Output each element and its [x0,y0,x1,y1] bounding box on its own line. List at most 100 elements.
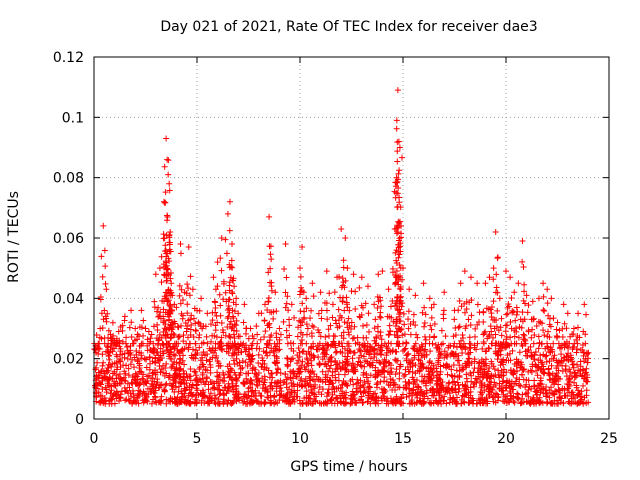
data-point [157,309,164,316]
data-point [499,359,506,366]
data-point [188,354,195,361]
data-point [322,333,329,340]
data-point [139,340,146,347]
data-point [318,315,325,322]
data-point [520,297,527,304]
data-point [394,178,401,185]
data-point [544,340,551,347]
data-point [418,373,425,380]
data-point [371,397,378,404]
data-point [421,320,428,327]
data-point [134,373,141,380]
data-point [495,327,502,334]
data-point [275,366,282,373]
data-point [398,399,405,406]
data-point [513,375,520,382]
data-point [166,372,173,379]
data-point [396,294,403,301]
data-point [396,384,403,391]
data-point [230,327,237,334]
data-point [572,373,579,380]
data-point [291,314,298,321]
data-point [280,318,287,325]
data-point [164,212,171,219]
data-point [523,398,530,405]
data-point [521,288,528,295]
data-point [468,378,475,385]
data-point [140,388,147,395]
data-point [471,344,478,351]
data-point [392,249,399,256]
data-point [153,349,160,356]
data-point [171,301,178,308]
data-point [351,323,358,330]
data-point [435,377,442,384]
data-point [521,332,528,339]
data-point [385,332,392,339]
data-point [267,251,274,258]
data-point [178,286,185,293]
data-point [122,340,129,347]
data-point [265,394,272,401]
data-point [102,263,109,270]
data-point [249,381,256,388]
data-point [364,360,371,367]
data-point [324,400,331,407]
data-point [169,292,176,299]
data-point [412,340,419,347]
data-point [233,317,240,324]
data-point [200,349,207,356]
data-point [456,323,463,330]
data-point [456,385,463,392]
data-point [319,386,326,393]
data-point [163,360,170,367]
data-point [352,368,359,375]
data-point [398,303,405,310]
data-point [573,336,580,343]
data-point [212,327,219,334]
data-point [440,307,447,314]
data-point [327,397,334,404]
data-point [355,388,362,395]
data-point [393,320,400,327]
data-point [158,393,165,400]
data-point [326,378,333,385]
data-point [163,262,170,269]
data-point [98,253,105,260]
data-point [115,328,122,335]
data-point [141,392,148,399]
data-point [345,329,352,336]
data-point [522,340,529,347]
data-point [428,304,435,311]
data-point [268,256,275,263]
data-point [519,391,526,398]
data-point [392,400,399,407]
data-point [183,290,190,297]
data-point [197,357,204,364]
data-point [403,385,410,392]
data-point [502,340,509,347]
data-point [303,321,310,328]
data-point [373,335,380,342]
data-point [150,323,157,330]
data-point [218,319,225,326]
data-point [399,276,406,283]
data-point [331,289,338,296]
data-point [514,308,521,315]
data-point [581,301,588,308]
data-point [161,163,168,170]
data-point [341,371,348,378]
data-point [151,390,158,397]
data-point [168,382,175,389]
data-point [410,318,417,325]
data-point [163,370,170,377]
data-point [209,395,216,402]
data-point [103,398,110,405]
data-point [540,280,547,287]
data-point [248,393,255,400]
data-point [235,394,242,401]
data-point [138,369,145,376]
data-point [179,296,186,303]
data-point [251,370,258,377]
data-point [585,349,592,356]
